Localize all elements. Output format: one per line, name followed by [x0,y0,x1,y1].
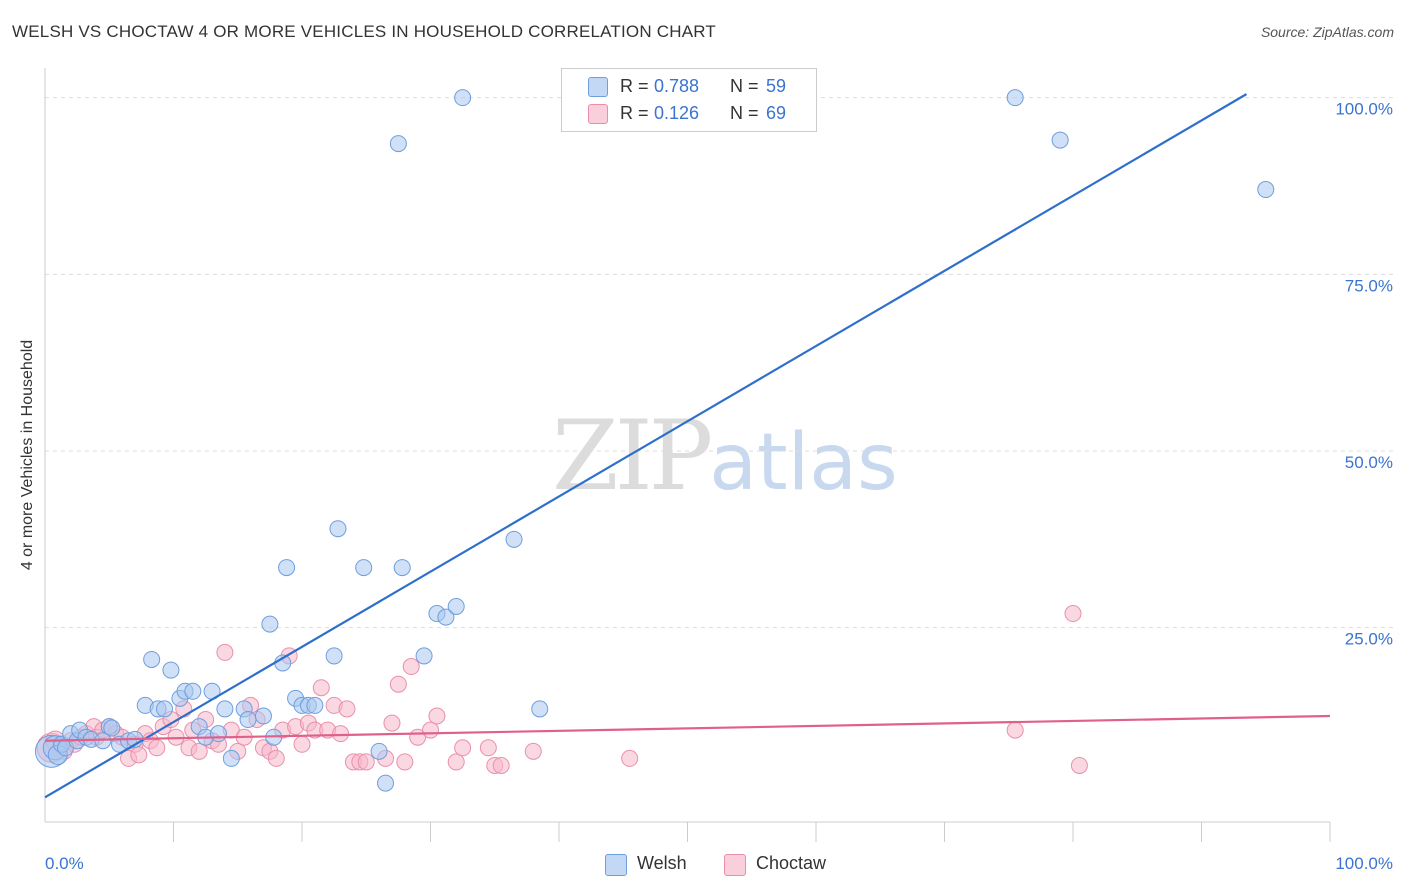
choctaw-point [216,643,234,661]
welsh-point [437,608,455,626]
choctaw-point [447,753,465,771]
choctaw-n-label: N = [730,103,759,123]
axes [44,68,1331,842]
trend-lines [44,93,1331,799]
choctaw-legend-label: Choctaw [756,853,827,873]
welsh-point [222,749,240,767]
welsh-point [156,700,174,718]
welsh-point [325,647,343,665]
welsh-point [415,647,433,665]
x-tick-label-0: 0.0% [45,854,84,873]
welsh-point [389,135,407,153]
choctaw-point [524,742,542,760]
welsh-point [1257,181,1275,199]
choctaw-point [267,749,285,767]
choctaw-point [338,700,356,718]
choctaw-legend-swatch [724,854,746,876]
tick-labels: 25.0% 50.0% 75.0% 100.0% 0.0% 100.0% [45,100,1393,873]
welsh-point [377,774,395,792]
choctaw-n-value: 69 [766,103,787,123]
welsh-r-label: R = [620,76,649,96]
y-tick-label-75: 75.0% [1345,276,1393,295]
choctaw-swatch [588,104,608,124]
welsh-point [184,682,202,700]
y-tick-label-50: 50.0% [1345,453,1393,472]
welsh-legend-swatch [605,854,627,876]
choctaw-point [190,742,208,760]
welsh-trend-line [44,93,1248,799]
x-tick-label-100: 100.0% [1335,854,1393,873]
welsh-point [209,725,227,743]
choctaw-point [383,714,401,732]
welsh-point [278,559,296,577]
choctaw-point [621,749,639,767]
welsh-point [329,520,347,538]
choctaw-point [454,739,472,757]
welsh-n-value: 59 [766,76,787,96]
choctaw-point [1064,605,1082,623]
welsh-point [162,661,180,679]
choctaw-r-value: 0.126 [654,103,700,123]
series-legend: Welsh Choctaw [0,850,1406,878]
choctaw-point [396,753,414,771]
welsh-n-label: N = [730,76,759,96]
stats-legend: R = 0.788 N = 59 R = 0.126 N = 69 [561,68,817,132]
y-tick-label-100: 100.0% [1335,100,1393,119]
source-label: Source: ZipAtlas.com [1260,24,1394,40]
choctaw-point [422,721,439,739]
welsh-point [254,707,272,725]
y-tick-label-25: 25.0% [1345,630,1393,649]
welsh-point [1006,89,1024,107]
welsh-point [531,700,549,718]
welsh-point [261,615,279,633]
welsh-point [1051,131,1069,149]
welsh-point [103,719,121,737]
welsh-point [143,650,161,668]
welsh-point [447,597,465,615]
choctaw-trend-line [44,714,1331,742]
choctaw-r-label: R = [620,103,649,123]
welsh-points [34,89,1275,792]
choctaw-point [357,753,375,771]
choctaw-point [389,675,407,693]
choctaw-point [1006,721,1024,739]
choctaw-point [428,707,446,725]
watermark: ZIPatlas [552,400,898,512]
welsh-point [216,700,234,718]
choctaw-point [1070,756,1088,774]
welsh-swatch [588,77,608,97]
welsh-legend-label: Welsh [637,853,687,873]
gridlines [45,97,1395,629]
stats-row-welsh: R = 0.788 N = 59 [562,75,816,99]
choctaw-point [312,679,330,697]
chart-title: WELSH VS CHOCTAW 4 OR MORE VEHICLES IN H… [12,22,716,41]
welsh-point [239,711,257,729]
welsh-point [505,530,523,548]
choctaw-point [130,746,148,764]
choctaw-point [492,756,510,774]
welsh-point [393,559,411,577]
watermark-zip: ZIP [552,400,713,512]
welsh-point [355,559,373,577]
choctaw-point [479,739,497,757]
welsh-point [454,89,472,107]
choctaw-point [293,735,311,753]
choctaw-point [332,725,350,743]
choctaw-point [148,739,166,757]
welsh-r-value: 0.788 [654,76,700,96]
watermark-atlas: atlas [709,418,898,508]
choctaw-point [402,658,420,676]
stats-row-choctaw: R = 0.126 N = 69 [562,102,816,126]
welsh-point [370,742,388,760]
welsh-point [306,696,324,714]
